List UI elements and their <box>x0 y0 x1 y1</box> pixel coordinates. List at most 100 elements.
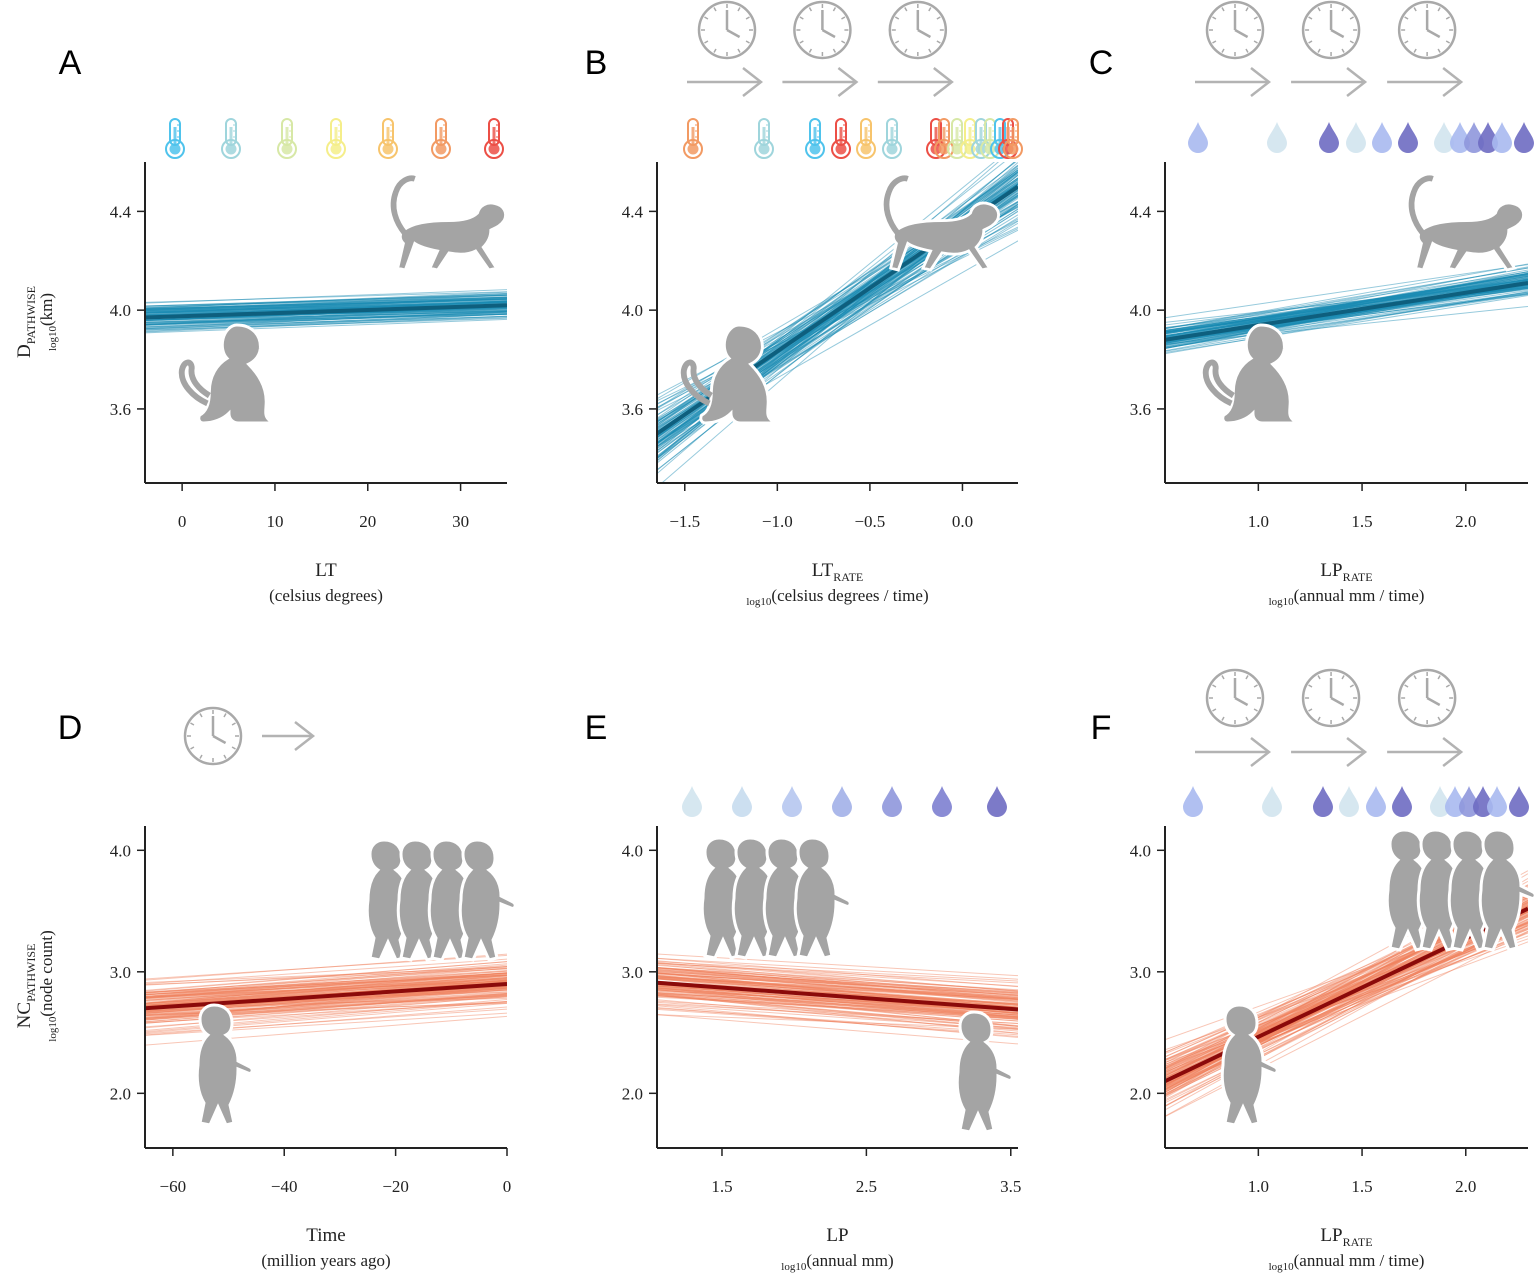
posterior-draw-line <box>145 311 507 328</box>
posterior-draw-line <box>1165 280 1528 333</box>
posterior-draw-line <box>657 986 1018 1018</box>
posterior-draw-line <box>1165 279 1528 329</box>
posterior-draw-line <box>145 965 507 986</box>
posterior-draw-line <box>145 315 507 333</box>
posterior-draw-line <box>145 294 507 310</box>
posterior-draw-line <box>1165 278 1528 334</box>
posterior-draw-line <box>657 972 1018 1001</box>
posterior-draw-line <box>657 970 1018 996</box>
y-axis-title-subscript: PATHWISE <box>24 286 38 344</box>
sitting-monkey-icon <box>178 323 276 425</box>
posterior-draw-line <box>145 298 507 310</box>
posterior-draw-line <box>145 964 507 996</box>
posterior-draw-line <box>657 971 1018 996</box>
posterior-draw-line <box>145 978 507 1003</box>
thermometer-icon <box>805 118 825 159</box>
posterior-draw-line <box>657 994 1018 1020</box>
posterior-draw-line <box>145 973 507 999</box>
posterior-draw-line <box>145 972 507 1004</box>
y-tick-label: 3.0 <box>1130 963 1151 982</box>
x-axis-unit: log10(annual mm) <box>781 1251 893 1273</box>
raindrop-icon <box>1319 122 1339 153</box>
posterior-draw-line <box>1165 284 1528 346</box>
raindrop-icon <box>682 786 702 817</box>
raindrop-icon <box>1267 122 1287 153</box>
posterior-draw-line <box>657 957 1018 988</box>
raindrop-icon <box>1188 122 1208 153</box>
panel-a: A 3.6 4.0 4.4 0 10 20 30 LT (celsius degrees) DPAT… <box>14 44 507 605</box>
posterior-draw-line <box>657 996 1018 1018</box>
posterior-draw-line <box>657 972 1018 996</box>
clock-icon <box>183 706 243 766</box>
posterior-draw-line <box>1165 924 1528 1104</box>
posterior-draw-line <box>145 313 507 324</box>
y-tick-label: 4.4 <box>1130 202 1152 221</box>
posterior-draw-line <box>657 974 1018 1005</box>
x-axis-unit-prefix: log10 <box>781 1261 807 1273</box>
y-tick-label: 4.0 <box>1130 841 1151 860</box>
posterior-draw-line <box>657 985 1018 1014</box>
x-tick-label: −1.5 <box>669 512 700 531</box>
posterior-draw-line <box>145 975 507 1006</box>
posterior-draw-line <box>657 1000 1018 1025</box>
posterior-draw-line <box>1165 281 1528 332</box>
thermometer-icon <box>831 118 851 159</box>
x-axis-title: LT <box>315 560 337 581</box>
posterior-draw-line <box>145 974 507 993</box>
x-tick-label: −1.0 <box>762 512 793 531</box>
posterior-draw-line <box>145 301 507 315</box>
posterior-draw-line <box>145 291 507 303</box>
raindrop-icon <box>1430 786 1450 817</box>
x-tick-label: 1.5 <box>1351 512 1372 531</box>
x-axis-title: LTRATE <box>812 560 863 584</box>
posterior-draw-line <box>145 953 507 981</box>
raindrop-icon <box>1366 786 1386 817</box>
posterior-draw-line <box>145 316 507 331</box>
posterior-draw-line <box>1165 277 1528 332</box>
posterior-draw-line <box>145 974 507 999</box>
posterior-draw-line <box>145 309 507 323</box>
standing-monkey-icon <box>955 1010 1014 1134</box>
posterior-draw-line <box>657 957 1018 980</box>
posterior-draw-line <box>1165 291 1528 352</box>
posterior-draw-line <box>657 967 1018 1000</box>
posterior-draw-line <box>145 300 507 314</box>
posterior-draw-line <box>1165 274 1528 337</box>
x-tick-label: 0 <box>503 1177 512 1196</box>
posterior-draw-line <box>1165 278 1528 333</box>
posterior-draw-line <box>1165 920 1528 1095</box>
posterior-draw-line <box>657 993 1018 1012</box>
posterior-draw-line <box>657 964 1018 1000</box>
posterior-draw-line <box>657 992 1018 1019</box>
posterior-draw-line <box>657 972 1018 999</box>
posterior-draw-line <box>145 310 507 329</box>
arrow-icon <box>262 721 316 751</box>
posterior-lines <box>657 162 1018 483</box>
posterior-draw-line <box>145 313 507 323</box>
posterior-draw-line <box>145 293 507 307</box>
arrow-icon <box>782 67 859 97</box>
y-tick-label: 3.0 <box>110 963 131 982</box>
raindrop-icon <box>832 786 852 817</box>
posterior-draw-line <box>1165 278 1528 349</box>
y-axis-unit: log10(km) <box>37 293 59 351</box>
posterior-draw-line <box>145 972 507 1004</box>
posterior-draw-line <box>657 1005 1018 1038</box>
posterior-draw-line <box>145 308 507 326</box>
posterior-draw-line <box>657 1014 1018 1045</box>
posterior-draw-line <box>145 979 507 1006</box>
x-tick-label: 0 <box>178 512 187 531</box>
posterior-draw-line <box>1165 281 1528 323</box>
posterior-draw-line <box>145 975 507 1001</box>
arrow-icon <box>1387 737 1464 767</box>
posterior-draw-line <box>657 970 1018 993</box>
posterior-draw-line <box>145 967 507 983</box>
standing-monkey-icon <box>195 1003 254 1127</box>
posterior-draw-line <box>657 976 1018 999</box>
sitting-monkey-icon <box>1202 323 1300 425</box>
arrow-icon <box>1387 67 1464 97</box>
posterior-draw-line <box>657 962 1018 992</box>
clock-icon <box>1397 668 1457 728</box>
posterior-draw-line <box>145 979 507 1005</box>
